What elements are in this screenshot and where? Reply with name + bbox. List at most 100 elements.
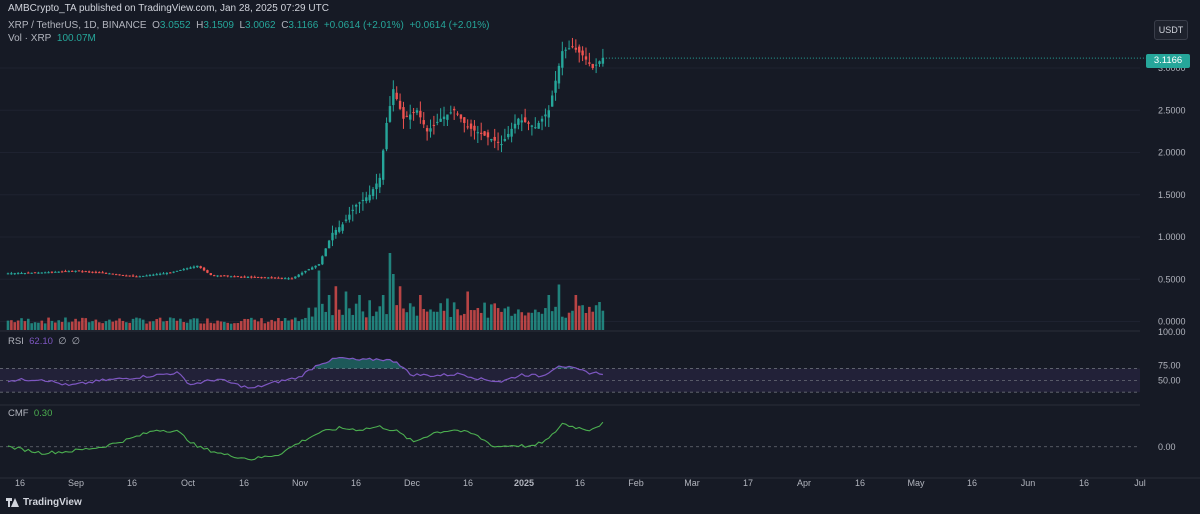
volume-bar (554, 306, 557, 330)
time-tick-label: 16 (127, 478, 137, 488)
candle-body (419, 110, 422, 118)
volume-bar (574, 295, 578, 330)
volume-bar (581, 305, 584, 330)
candle-body (348, 214, 351, 220)
volume-bar (74, 318, 77, 330)
candle-body (591, 63, 594, 69)
close-label: C (281, 20, 289, 31)
volume-bar (118, 318, 121, 330)
candle-body (121, 274, 125, 276)
volume-bar (10, 320, 13, 330)
candle-body (571, 46, 574, 48)
candle-body (466, 126, 469, 128)
volume-bar (250, 317, 253, 330)
volume-bar (375, 311, 378, 330)
cmf-value: 0.30 (33, 408, 53, 419)
volume-bar (435, 311, 439, 330)
candle-body (338, 227, 341, 232)
volume-bar (331, 315, 334, 330)
volume-bar (483, 302, 486, 330)
candle-body (270, 277, 273, 279)
time-tick-label: Jul (1134, 478, 1146, 488)
candle-body (94, 271, 98, 273)
volume-bar (202, 323, 206, 330)
volume-bar (459, 315, 463, 330)
volume-bar (47, 317, 50, 330)
candle-body (304, 270, 307, 273)
time-tick-label: 16 (463, 478, 473, 488)
volume-bar (37, 322, 40, 330)
candle-body (246, 277, 250, 279)
volume-bar (283, 318, 287, 330)
price-tick-label: 0.5000 (1158, 274, 1186, 284)
volume-bar (300, 319, 304, 330)
volume-bar (287, 320, 290, 330)
volume-bar (479, 312, 483, 330)
candle-body (327, 240, 331, 249)
volume-bar (517, 309, 520, 330)
volume-bar (280, 321, 284, 330)
candle-body (385, 122, 388, 150)
candle-body (23, 272, 27, 274)
candle-body (37, 272, 40, 274)
volume-bar (64, 317, 67, 330)
volume-bar (23, 321, 27, 330)
candle-body (67, 271, 71, 273)
volume-bar (152, 321, 155, 330)
volume-bar (469, 310, 473, 330)
time-tick-label: 16 (855, 478, 865, 488)
candle-body (111, 273, 114, 275)
candle-body (300, 272, 304, 275)
rsi-tick-label: 50.00 (1158, 375, 1181, 385)
candle-body (314, 265, 317, 268)
volume-bar (219, 321, 223, 330)
candle-body (13, 273, 16, 275)
volume-bar (212, 323, 216, 330)
volume-bar (591, 311, 595, 330)
tradingview-logo[interactable]: TradingView (6, 497, 82, 508)
currency-button[interactable]: USDT (1154, 20, 1188, 40)
candle-body (490, 139, 493, 141)
candle-body (334, 230, 338, 235)
volume-bar (260, 318, 263, 330)
candle-body (277, 277, 280, 279)
candle-body (6, 273, 10, 275)
candle-body (594, 64, 598, 66)
candle-body (145, 275, 148, 277)
candle-body (459, 114, 463, 119)
open-value: 3.0552 (159, 20, 191, 31)
candle-body (409, 114, 412, 120)
time-tick-label: Jun (1021, 478, 1036, 488)
candle-body (507, 133, 510, 138)
candle-body (199, 266, 202, 269)
volume-bar (439, 303, 442, 330)
volume-bar (270, 319, 273, 330)
candle-body (307, 269, 311, 271)
time-tick-label: Oct (181, 478, 196, 488)
volume-bar (162, 321, 165, 330)
candle-body (280, 277, 283, 279)
time-tick-label: Mar (684, 478, 700, 488)
candle-body (361, 199, 365, 202)
volume-bar (145, 323, 148, 330)
candle-body (175, 270, 179, 272)
tradingview-logo-icon (6, 498, 19, 507)
volume-bar (317, 270, 321, 330)
candle-body (16, 273, 20, 275)
volume-bar (490, 304, 493, 330)
candle-body (47, 272, 50, 274)
volume-bar (408, 303, 412, 330)
candle-body (91, 271, 94, 273)
volume-bar (348, 308, 351, 330)
volume-bar (550, 311, 554, 330)
volume-bar (206, 318, 209, 330)
candle-body (473, 125, 476, 131)
volume-bar (334, 286, 338, 330)
time-tick-label: 2025 (514, 478, 534, 488)
volume-bar (111, 321, 115, 330)
candle-body (523, 117, 527, 123)
volume-bar (530, 312, 534, 330)
volume-bar (266, 321, 270, 330)
volume-bar (327, 295, 331, 330)
